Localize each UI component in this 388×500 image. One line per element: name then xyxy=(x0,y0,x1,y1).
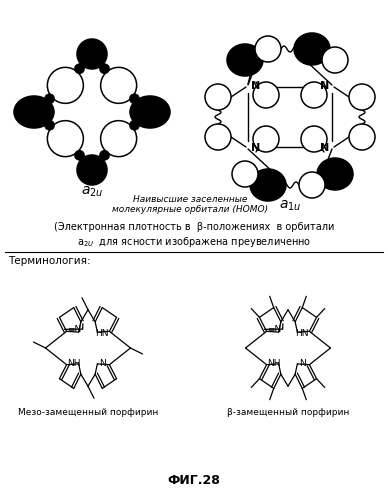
Circle shape xyxy=(299,172,325,198)
Ellipse shape xyxy=(130,96,170,128)
Circle shape xyxy=(45,94,55,104)
Text: a$_{1u}$: a$_{1u}$ xyxy=(279,199,301,214)
Circle shape xyxy=(301,82,327,108)
Ellipse shape xyxy=(250,169,286,201)
Text: N: N xyxy=(251,143,260,153)
Circle shape xyxy=(77,39,107,69)
Text: a$_{2u}$: a$_{2u}$ xyxy=(81,185,103,200)
Text: Терминология:: Терминология: xyxy=(8,256,91,266)
Circle shape xyxy=(253,82,279,108)
Ellipse shape xyxy=(317,158,353,190)
Text: N: N xyxy=(99,358,106,368)
Circle shape xyxy=(349,124,375,150)
Circle shape xyxy=(47,68,83,104)
Circle shape xyxy=(205,124,231,150)
Circle shape xyxy=(77,155,107,185)
Circle shape xyxy=(205,84,231,110)
Text: N: N xyxy=(251,81,260,91)
Text: Наивысшие заселенные
молекулярные орбитали (HOMO): Наивысшие заселенные молекулярные орбита… xyxy=(112,195,268,214)
Circle shape xyxy=(253,126,279,152)
Circle shape xyxy=(255,36,281,62)
Circle shape xyxy=(74,64,85,74)
Circle shape xyxy=(130,94,139,104)
Circle shape xyxy=(301,126,327,152)
Text: β-замещенный порфирин: β-замещенный порфирин xyxy=(227,408,349,417)
Text: ФИГ.28: ФИГ.28 xyxy=(168,474,220,487)
Text: (Электронная плотность в  β-положениях  в орбитали: (Электронная плотность в β-положениях в … xyxy=(54,222,334,232)
Text: NH: NH xyxy=(67,358,81,368)
Circle shape xyxy=(99,64,109,74)
Ellipse shape xyxy=(227,44,263,76)
Circle shape xyxy=(349,84,375,110)
Text: HN: HN xyxy=(295,328,309,338)
Circle shape xyxy=(130,120,139,130)
Ellipse shape xyxy=(14,96,54,128)
Circle shape xyxy=(45,120,55,130)
Text: HN: HN xyxy=(95,328,109,338)
Circle shape xyxy=(100,120,137,156)
Circle shape xyxy=(232,161,258,187)
Text: N: N xyxy=(320,81,329,91)
Circle shape xyxy=(322,47,348,73)
Text: =N: =N xyxy=(67,326,81,334)
Text: N: N xyxy=(320,143,329,153)
Circle shape xyxy=(100,68,137,104)
Circle shape xyxy=(74,150,85,160)
Text: Мезо-замещенный порфирин: Мезо-замещенный порфирин xyxy=(18,408,158,417)
Text: a$_{2U}$  для ясности изображена преувеличенно: a$_{2U}$ для ясности изображена преувели… xyxy=(77,235,311,249)
Ellipse shape xyxy=(294,33,330,65)
Text: N: N xyxy=(299,358,305,368)
Text: NH: NH xyxy=(267,358,281,368)
Text: =N: =N xyxy=(267,326,281,334)
Circle shape xyxy=(47,120,83,156)
Circle shape xyxy=(99,150,109,160)
